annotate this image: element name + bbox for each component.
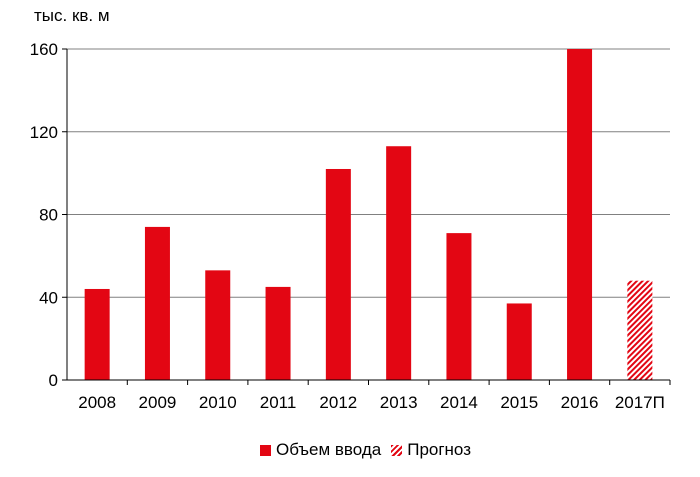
legend-label-actual: Объем ввода (276, 440, 382, 459)
x-tick-label: 2008 (78, 393, 116, 412)
bar (144, 226, 170, 380)
bar (265, 286, 291, 380)
x-tick-label: 2012 (319, 393, 357, 412)
legend-item-forecast: Прогноз (391, 440, 471, 460)
x-tick-label: 2011 (260, 393, 297, 412)
bar (567, 49, 593, 380)
bars (84, 49, 653, 380)
bar (325, 168, 351, 380)
y-axis-title: тыс. кв. м (34, 6, 110, 25)
x-tick-label: 2014 (440, 393, 478, 412)
y-tick-label: 120 (30, 123, 58, 142)
x-tick-label: 2010 (199, 393, 237, 412)
legend: Объем ввода Прогноз (260, 440, 481, 460)
x-tick-label: 2013 (380, 393, 418, 412)
y-tick-label: 40 (39, 288, 58, 307)
bar-forecast (627, 280, 653, 380)
bar (386, 146, 412, 380)
y-tick-label: 0 (49, 371, 58, 390)
x-tick-label: 2016 (561, 393, 599, 412)
legend-swatch-solid (260, 444, 271, 456)
y-tick-labels: 0 40 80 120 160 (30, 40, 67, 390)
legend-label-forecast: Прогноз (407, 440, 471, 459)
bar (205, 270, 231, 380)
x-tick-label: 2009 (139, 393, 177, 412)
bar (506, 303, 532, 380)
legend-swatch-hatched (391, 444, 403, 456)
bar (84, 288, 110, 380)
y-tick-label: 80 (39, 206, 58, 225)
legend-item-actual: Объем ввода (260, 440, 381, 460)
x-tick-label: 2015 (500, 393, 538, 412)
x-tick-labels: 2008 2009 2010 2011 2012 2013 2014 2015 2016 2017… (78, 380, 671, 412)
y-tick-label: 160 (30, 40, 58, 59)
x-tick-label: 2017П (615, 393, 665, 412)
bar (446, 233, 472, 380)
